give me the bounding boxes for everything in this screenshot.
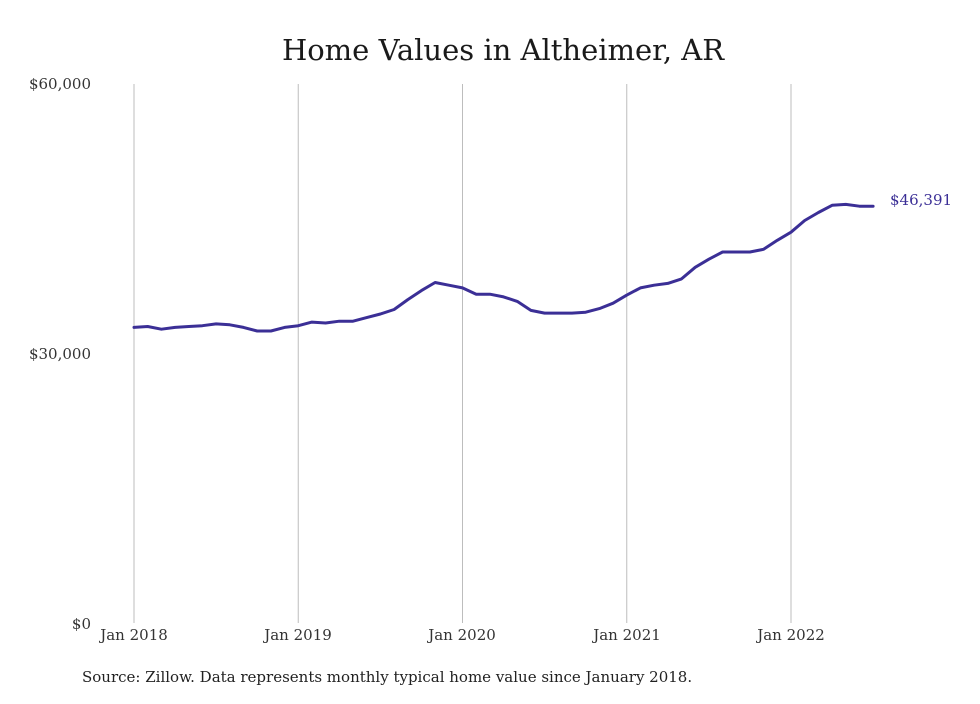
y-tick-label: $30,000 <box>29 345 91 363</box>
x-tick-label: Jan 2022 <box>755 626 825 644</box>
y-axis: $60,000 $30,000 $0 <box>29 75 91 633</box>
x-tick-label: Jan 2020 <box>426 626 496 644</box>
x-tick-label: Jan 2021 <box>591 626 661 644</box>
chart-title: Home Values in Altheimer, AR <box>282 33 725 67</box>
y-tick-label: $0 <box>72 615 91 633</box>
source-note: Source: Zillow. Data represents monthly … <box>82 668 692 686</box>
series <box>132 202 875 333</box>
y-tick-label: $60,000 <box>29 75 91 93</box>
x-tick-label: Jan 2019 <box>262 626 332 644</box>
x-axis: Jan 2018 Jan 2019 Jan 2020 Jan 2021 Jan … <box>98 626 825 644</box>
gridlines <box>133 84 792 623</box>
x-tick-label: Jan 2018 <box>98 626 168 644</box>
end-value-label: $46,391 <box>890 191 952 209</box>
series-line <box>132 202 875 333</box>
